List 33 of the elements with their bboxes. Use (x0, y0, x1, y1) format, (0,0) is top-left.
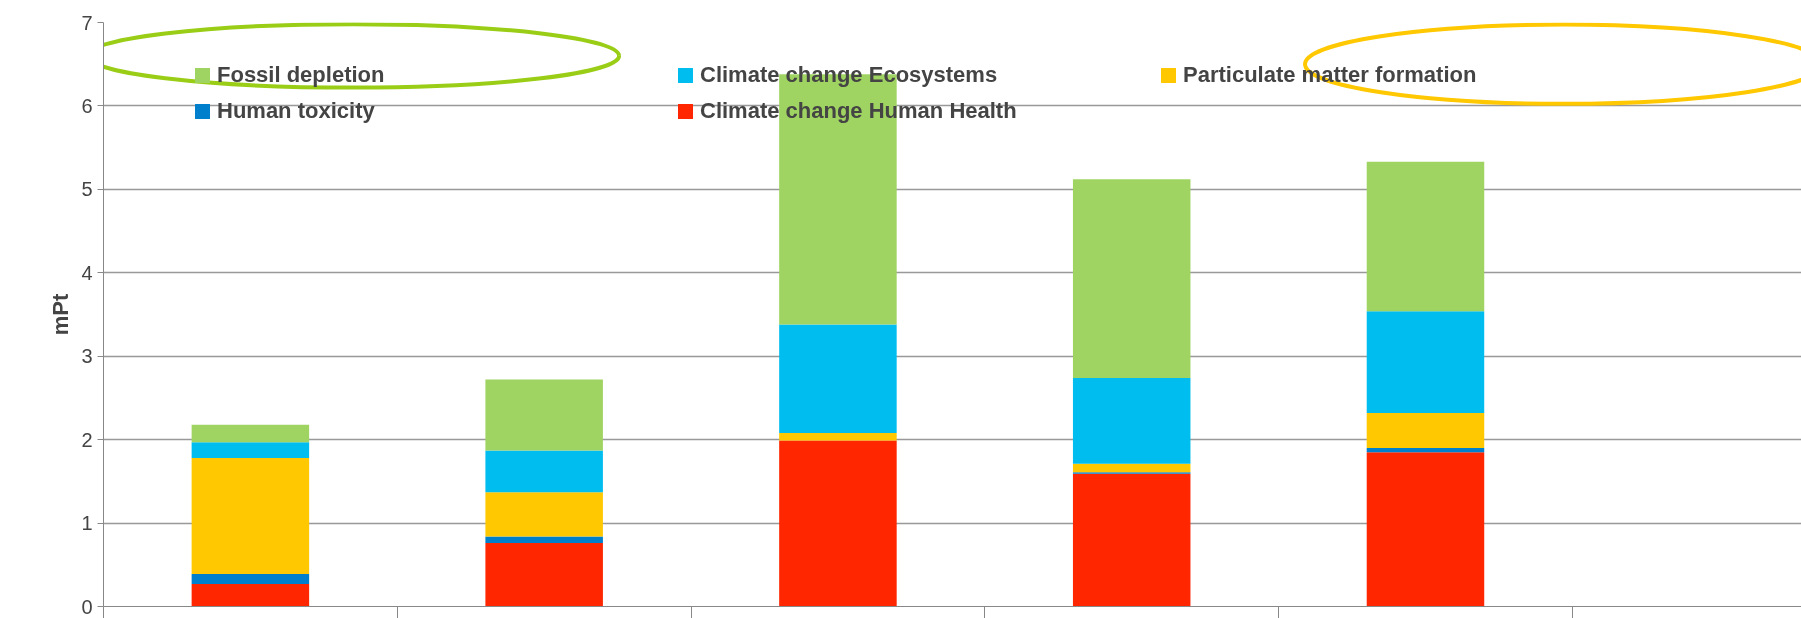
y-tick-label: 5 (81, 178, 93, 201)
bar (485, 450, 603, 493)
bar (1366, 161, 1485, 312)
bar (1366, 412, 1485, 448)
y-tick-label: 4 (81, 261, 93, 284)
y-tick-label: 3 (81, 345, 93, 368)
bar (1072, 179, 1191, 378)
bar (779, 432, 897, 441)
y-tick-label: 1 (81, 512, 93, 535)
bar (191, 583, 310, 607)
bar (485, 543, 603, 607)
bar (1072, 463, 1191, 473)
bar (1072, 473, 1191, 607)
bar (1366, 311, 1485, 413)
legend-label: Fossil depletion (217, 62, 386, 88)
bar (191, 424, 310, 443)
y-tick-label: 6 (81, 94, 93, 117)
legend-label: Human toxicity (217, 98, 376, 124)
y-tick-label: 0 (81, 595, 93, 618)
bar (485, 536, 603, 544)
y-tick-label: 2 (81, 428, 93, 451)
y-tick-label: 7 (81, 11, 93, 34)
bar (191, 458, 310, 574)
bar (779, 324, 897, 433)
bar (191, 573, 310, 584)
bar (1366, 452, 1485, 607)
y-axis-title: mPt (48, 293, 74, 336)
bar (191, 442, 310, 458)
bar (485, 379, 603, 451)
bar (1072, 377, 1191, 464)
bar (1366, 447, 1485, 453)
bar (779, 440, 897, 607)
bar (485, 492, 603, 537)
